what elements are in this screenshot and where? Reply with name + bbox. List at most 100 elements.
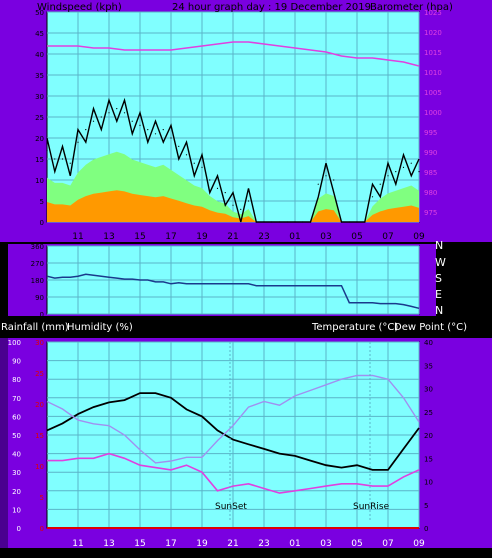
wind-y-tick-label: 40 (35, 51, 44, 59)
wind-y-tick-label: 45 (35, 30, 44, 38)
wind-x-tick-label: 01 (289, 232, 300, 242)
wind-gust-point (371, 196, 374, 198)
wind-gust-point (309, 221, 312, 223)
direction-label-s: S (435, 272, 442, 285)
wind-gust-point (410, 162, 412, 164)
wind-gust-point (402, 166, 405, 168)
temperature-axis-title: Temperature (°C) (311, 322, 398, 333)
wind-y-tick-label: 50 (35, 9, 44, 17)
wind-gust-point (333, 179, 335, 181)
direction-label-w: W (435, 256, 446, 269)
wind-x-tick-label: 13 (103, 232, 114, 242)
wind-gust-point (325, 175, 327, 177)
wind-x-tick-label: 21 (227, 232, 238, 242)
wind-y-tick-label: 25 (35, 114, 44, 122)
wind-gust-point (271, 221, 273, 223)
wind-gust-point (255, 221, 257, 223)
wind-gust-point (232, 204, 234, 206)
barometer-y-tick-label: 990 (424, 149, 437, 157)
humidity-line (46, 374, 420, 464)
wind-y-tick-label: 20 (35, 135, 44, 143)
temperature-y-tick-label: 15 (424, 455, 433, 463)
wind-x-tick-label: 07 (382, 232, 393, 242)
rainfall-axis-title: Rainfall (mm) (1, 322, 69, 333)
temp-x-tick-label: 23 (258, 539, 269, 549)
humidity-axis-title: Humidity (%) (67, 322, 133, 333)
humidity-y-tick-label: 20 (12, 488, 21, 496)
wind-gust-point (116, 108, 118, 110)
wind-gust-point (418, 171, 420, 173)
barometer-y-tick-label: 1020 (424, 29, 442, 37)
wind-y-tick-label: 35 (35, 72, 44, 80)
sunrise-label: SunRise (353, 502, 390, 512)
humidity-y-tick-label: 30 (12, 469, 21, 477)
wind-gust-point (185, 154, 188, 156)
temp-x-tick-label: 15 (134, 539, 145, 549)
wind-x-tick-label: 15 (134, 232, 145, 242)
temperature-y-tick-label: 40 (424, 339, 433, 347)
barometer-y-tick-label: 1015 (424, 49, 442, 57)
wind-y-tick-label: 0 (40, 219, 44, 227)
humidity-y-tick-label: 100 (8, 339, 21, 347)
humidity-y-tick-label: 40 (12, 451, 21, 459)
barometer-y-tick-label: 975 (424, 209, 437, 217)
temperature-y-tick-label: 35 (424, 362, 433, 370)
wind-gust-point (54, 158, 56, 160)
barometer-axis-title: Barometer (hpa) (370, 2, 453, 13)
wind-gust-point (224, 192, 226, 194)
temperature-line (46, 392, 420, 471)
rainfall-y-tick-label: 10 (35, 463, 44, 471)
barometer-y-tick-label: 1025 (424, 9, 442, 17)
wind-x-tick-label: 11 (72, 232, 83, 242)
wind-gust-point (61, 158, 64, 160)
barometer-y-tick-label: 1005 (424, 89, 442, 97)
wind-gust-point (317, 183, 319, 185)
direction-y-tick-label: 270 (31, 260, 44, 268)
wind-gust-point (302, 221, 304, 223)
wind-gust-point (77, 141, 79, 143)
barometer-y-tick-label: 1000 (424, 109, 442, 117)
wind-axis-title: Windspeed (kph) (37, 2, 122, 13)
wind-gust-point (364, 221, 366, 223)
wind-gust-point (356, 221, 358, 223)
temp-x-tick-label: 17 (165, 539, 176, 549)
temp-x-tick-label: 09 (413, 539, 425, 549)
lower-frame-edge (0, 338, 8, 548)
wind-y-tick-label: 10 (35, 177, 44, 185)
wind-gust-point (294, 221, 296, 223)
temp-x-tick-label: 21 (227, 539, 238, 549)
wind-gust-point (263, 221, 265, 223)
wind-gust-point (123, 112, 126, 114)
wind-gust-point (286, 221, 288, 223)
wind-gust-point (340, 221, 343, 223)
tick-layer: 1111131315151717191921212323010103030505… (8, 9, 442, 549)
dewpoint-line (47, 452, 420, 494)
temperature-y-tick-label: 0 (424, 525, 428, 533)
wind-y-tick-label: 5 (40, 198, 44, 206)
rainfall-y-tick-label: 0 (40, 525, 44, 533)
rainfall-y-tick-label: 30 (35, 339, 44, 347)
wind-gust-point (46, 150, 48, 152)
wind-gust-point (379, 183, 381, 185)
rainfall-y-tick-label: 15 (35, 432, 44, 440)
wind-gust-point (395, 171, 397, 173)
wind-gust-point (216, 187, 219, 189)
humidity-y-tick-label: 90 (12, 358, 21, 366)
wind-gust-point (162, 129, 164, 131)
wind-gust-point (131, 120, 133, 122)
wind-gust-point (100, 116, 102, 118)
barometer-y-tick-label: 1010 (424, 69, 442, 77)
graph-title: 24 hour graph day : 19 December 2019 (172, 2, 371, 13)
temperature-y-tick-label: 25 (424, 409, 433, 417)
wind-gust-point (278, 221, 281, 223)
temperature-y-tick-label: 5 (424, 502, 428, 510)
barometer-y-tick-label: 995 (424, 129, 437, 137)
temp-x-tick-label: 07 (382, 539, 393, 549)
wind-gust-point (170, 137, 172, 139)
wind-x-tick-label: 19 (196, 232, 208, 242)
temperature-y-tick-label: 30 (424, 386, 433, 394)
direction-label-n-bottom: N (435, 304, 443, 317)
wind-average-area (47, 190, 419, 222)
rainfall-y-tick-label: 5 (40, 494, 44, 502)
